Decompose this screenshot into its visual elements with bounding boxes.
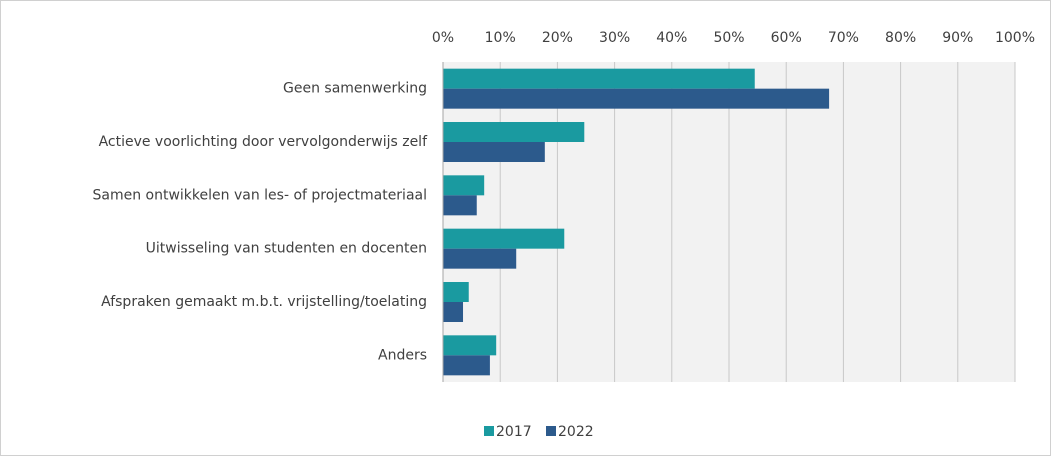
x-tick-label: 80% xyxy=(885,30,916,46)
y-tick-label: Anders xyxy=(378,347,427,363)
bar xyxy=(443,355,490,376)
y-tick-label: Actieve voorlichting door vervolgonderwi… xyxy=(99,134,429,150)
y-tick-label: Afspraken gemaakt m.b.t. vrijstelling/to… xyxy=(101,294,427,310)
bar xyxy=(443,248,517,269)
x-tick-label: 40% xyxy=(656,30,687,46)
x-tick-label: 20% xyxy=(542,30,573,46)
legend-label: 2017 xyxy=(496,424,532,440)
bar xyxy=(443,122,585,142)
x-tick-label: 90% xyxy=(942,30,973,46)
bar xyxy=(443,68,755,89)
legend-swatch xyxy=(546,426,556,436)
bar xyxy=(443,335,497,356)
y-tick-label: Samen ontwikkelen van les- of projectmat… xyxy=(93,187,428,203)
bar xyxy=(443,302,464,322)
x-tick-label: 0% xyxy=(432,30,454,46)
bar xyxy=(443,282,469,302)
bar xyxy=(443,142,545,162)
x-tick-label: 10% xyxy=(485,30,516,46)
bar xyxy=(443,228,565,249)
y-tick-label: Geen samenwerking xyxy=(283,81,427,97)
bar xyxy=(443,195,477,216)
legend-label: 2022 xyxy=(558,424,594,440)
x-tick-label: 60% xyxy=(771,30,802,46)
x-tick-label: 50% xyxy=(713,30,744,46)
x-tick-label: 70% xyxy=(828,30,859,46)
x-tick-label: 100% xyxy=(995,30,1035,46)
bar xyxy=(443,175,485,196)
x-tick-label: 30% xyxy=(599,30,630,46)
bar xyxy=(443,88,830,109)
legend-swatch xyxy=(484,426,494,436)
y-tick-label: Uitwisseling van studenten en docenten xyxy=(146,241,427,257)
